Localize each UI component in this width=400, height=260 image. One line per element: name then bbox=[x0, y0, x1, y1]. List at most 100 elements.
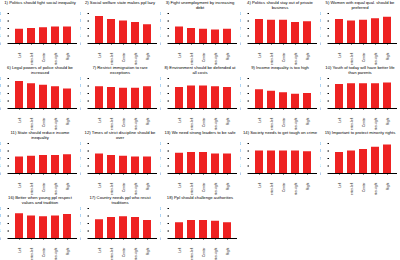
svg-text:Center-right: Center-right bbox=[294, 117, 298, 130]
svg-text:Left: Left bbox=[98, 247, 102, 252]
svg-text:4: 4 bbox=[0, 207, 1, 211]
svg-text:4: 4 bbox=[0, 12, 1, 16]
svg-text:2: 2 bbox=[160, 157, 161, 161]
svg-text:Center: Center bbox=[122, 247, 126, 258]
svg-text:0: 0 bbox=[160, 237, 161, 241]
svg-text:Center-left: Center-left bbox=[110, 247, 114, 260]
svg-text:Right: Right bbox=[226, 117, 230, 125]
svg-text:Right: Right bbox=[146, 52, 150, 60]
svg-text:1: 1 bbox=[80, 229, 81, 233]
svg-text:4: 4 bbox=[240, 142, 241, 146]
svg-text:2: 2 bbox=[0, 157, 1, 161]
svg-text:Center-left: Center-left bbox=[190, 247, 194, 260]
svg-text:1: 1 bbox=[80, 164, 81, 168]
svg-text:Left: Left bbox=[18, 52, 22, 57]
svg-text:1: 1 bbox=[160, 34, 161, 38]
svg-text:0: 0 bbox=[240, 172, 241, 176]
svg-text:Center-right: Center-right bbox=[214, 52, 218, 65]
svg-text:Center-right: Center-right bbox=[134, 182, 138, 195]
svg-text:Center: Center bbox=[282, 52, 286, 63]
svg-text:Center: Center bbox=[202, 182, 206, 193]
svg-text:1: 1 bbox=[240, 34, 241, 38]
svg-text:Right: Right bbox=[146, 247, 150, 255]
svg-text:Center-right: Center-right bbox=[214, 247, 218, 260]
svg-text:0: 0 bbox=[0, 237, 1, 241]
svg-text:3: 3 bbox=[160, 149, 161, 153]
svg-text:Left: Left bbox=[178, 182, 182, 187]
svg-text:Center-right: Center-right bbox=[134, 247, 138, 260]
svg-text:Center: Center bbox=[202, 247, 206, 258]
svg-text:Center: Center bbox=[122, 182, 126, 193]
svg-text:Center-right: Center-right bbox=[374, 117, 378, 130]
svg-text:Center: Center bbox=[42, 52, 46, 63]
svg-text:0: 0 bbox=[80, 172, 81, 176]
svg-text:Left: Left bbox=[338, 117, 342, 122]
svg-text:Center-left: Center-left bbox=[190, 52, 194, 65]
svg-text:Right: Right bbox=[146, 182, 150, 190]
svg-text:4: 4 bbox=[80, 12, 81, 16]
svg-text:0: 0 bbox=[320, 42, 321, 46]
svg-text:Center-left: Center-left bbox=[350, 182, 354, 195]
svg-text:0: 0 bbox=[160, 172, 161, 176]
svg-text:Center: Center bbox=[202, 117, 206, 128]
svg-text:3: 3 bbox=[320, 149, 321, 153]
svg-text:0: 0 bbox=[0, 42, 1, 46]
svg-text:4: 4 bbox=[240, 12, 241, 16]
svg-text:1: 1 bbox=[160, 229, 161, 233]
svg-text:Right: Right bbox=[386, 182, 390, 190]
svg-text:1: 1 bbox=[80, 99, 81, 103]
svg-text:Center-right: Center-right bbox=[54, 182, 58, 195]
svg-text:Center-left: Center-left bbox=[30, 247, 34, 260]
svg-text:Left: Left bbox=[98, 182, 102, 187]
svg-text:Center-left: Center-left bbox=[110, 52, 114, 65]
svg-text:Center: Center bbox=[42, 182, 46, 193]
svg-text:3: 3 bbox=[0, 214, 1, 218]
svg-text:Right: Right bbox=[66, 52, 70, 60]
svg-text:Center-left: Center-left bbox=[270, 52, 274, 65]
svg-text:0: 0 bbox=[0, 172, 1, 176]
svg-text:Left: Left bbox=[178, 247, 182, 252]
svg-text:1: 1 bbox=[320, 34, 321, 38]
svg-text:3: 3 bbox=[80, 19, 81, 23]
svg-text:2: 2 bbox=[240, 157, 241, 161]
svg-text:1: 1 bbox=[160, 164, 161, 168]
svg-text:0: 0 bbox=[320, 107, 321, 111]
svg-text:Left: Left bbox=[258, 182, 262, 187]
svg-text:3: 3 bbox=[160, 19, 161, 23]
svg-text:2: 2 bbox=[240, 27, 241, 31]
svg-text:3: 3 bbox=[0, 149, 1, 153]
svg-text:Right: Right bbox=[306, 117, 310, 125]
svg-text:1: 1 bbox=[0, 34, 1, 38]
svg-text:Left: Left bbox=[258, 52, 262, 57]
svg-text:Center-right: Center-right bbox=[374, 52, 378, 65]
svg-text:Right: Right bbox=[146, 117, 150, 125]
svg-text:Left: Left bbox=[258, 117, 262, 122]
svg-text:Center-right: Center-right bbox=[134, 52, 138, 65]
svg-text:0: 0 bbox=[0, 107, 1, 111]
svg-text:Left: Left bbox=[98, 52, 102, 57]
svg-text:Center: Center bbox=[282, 117, 286, 128]
svg-text:Center-left: Center-left bbox=[190, 182, 194, 195]
svg-text:0: 0 bbox=[160, 42, 161, 46]
svg-text:Right: Right bbox=[66, 247, 70, 255]
svg-text:Center-left: Center-left bbox=[110, 182, 114, 195]
svg-text:4: 4 bbox=[320, 12, 321, 16]
svg-text:Center-right: Center-right bbox=[54, 117, 58, 130]
svg-text:1: 1 bbox=[0, 229, 1, 233]
svg-text:1: 1 bbox=[0, 164, 1, 168]
svg-text:Right: Right bbox=[386, 117, 390, 125]
svg-text:2: 2 bbox=[160, 222, 161, 226]
svg-text:3: 3 bbox=[240, 19, 241, 23]
svg-text:3: 3 bbox=[80, 214, 81, 218]
svg-text:Left: Left bbox=[18, 117, 22, 122]
svg-text:4: 4 bbox=[160, 12, 161, 16]
svg-text:0: 0 bbox=[80, 237, 81, 241]
svg-text:2: 2 bbox=[80, 222, 81, 226]
svg-text:Left: Left bbox=[338, 52, 342, 57]
svg-text:4: 4 bbox=[80, 77, 81, 81]
svg-text:Right: Right bbox=[226, 247, 230, 255]
svg-text:Center-right: Center-right bbox=[294, 182, 298, 195]
svg-text:3: 3 bbox=[80, 84, 81, 88]
svg-text:4: 4 bbox=[80, 207, 81, 211]
svg-text:4: 4 bbox=[240, 77, 241, 81]
